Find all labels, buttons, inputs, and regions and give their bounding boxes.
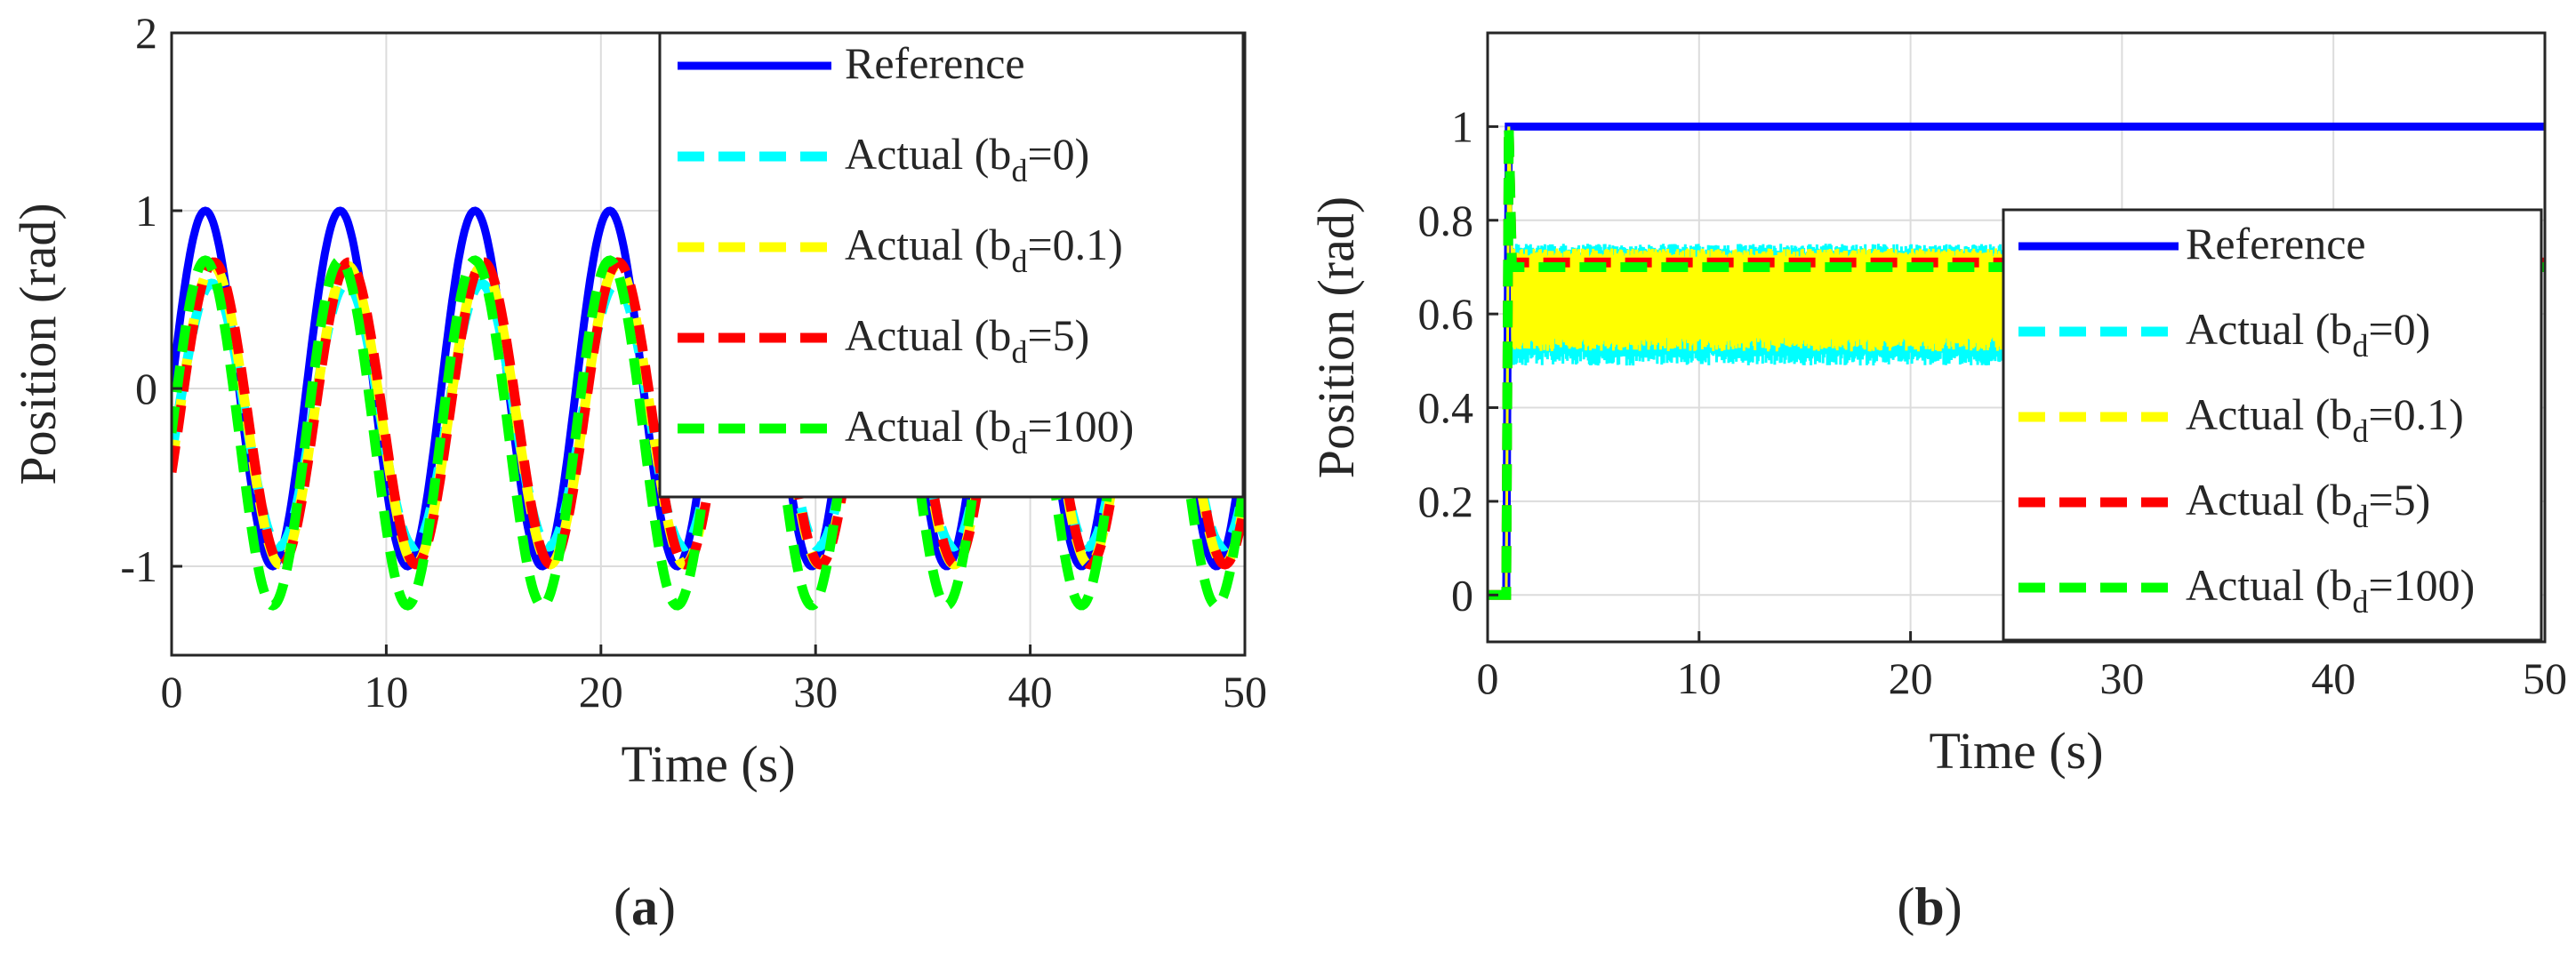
x-tick-label: 40 [1008,667,1053,717]
legend-box [2002,208,2543,642]
x-tick-label: 0 [161,667,183,717]
legend-label-bd01: Actual (bd=0.1) [2186,389,2464,449]
legend-label-ref: Reference [845,38,1025,88]
y-tick-label: 0 [135,364,157,413]
axes-frame [1486,31,2547,644]
y-tick-label: 0 [1451,570,1473,620]
legend-label-bd100: Actual (bd=100) [2186,560,2475,620]
legend-label-bd100: Actual (bd=100) [845,401,1134,460]
y-tick-label: 1 [1451,101,1473,151]
y-axis-label: Position (rad) [1307,196,1365,478]
x-tick-label: 20 [579,667,623,717]
x-tick-label: 10 [364,667,408,717]
y-axis-label: Position (rad) [9,203,67,485]
y-tick-label: 0.4 [1418,383,1474,433]
caption-a: (a) [614,877,676,936]
legend-label-bd0: Actual (bd=0) [2186,304,2430,364]
legend-label-bd0: Actual (bd=0) [845,129,1089,188]
legend: Reference Actual (bd=0) Actual (bd=0.1) Act… [658,31,1245,499]
y-tick-label: 0.6 [1418,289,1474,339]
x-axis-label: Time (s) [1929,722,2103,780]
legend-box [658,31,1245,499]
legend-label-bd01: Actual (bd=0.1) [845,220,1123,279]
x-tick-label: 0 [1477,653,1499,703]
series-line-bd100 [1488,126,2545,600]
chart-panel-b: 0 10 20 30 40 50 0 0.2 0.4 0.6 0.8 1 Time (s) Positio… [1307,31,2567,780]
caption-b: (b) [1897,877,1962,936]
y-tick-label: 1 [135,186,157,236]
legend-label-bd5: Actual (bd=5) [2186,475,2430,534]
y-tick-label: 0.8 [1418,196,1474,245]
series-group [1488,122,2545,600]
x-axis-label: Time (s) [621,735,795,793]
x-tick-label: 40 [2311,653,2355,703]
legend-label-ref: Reference [2186,219,2366,268]
x-tick-label: 30 [2099,653,2144,703]
y-tick-label: -1 [120,541,157,591]
x-tick-label: 50 [2523,653,2567,703]
x-tick-label: 20 [1889,653,1933,703]
series-band-bd01 [1488,126,2008,597]
y-tick-label: 2 [135,8,157,58]
y-tick-label: 0.2 [1418,476,1474,526]
x-tick-label: 10 [1677,653,1721,703]
x-tick-label: 50 [1223,667,1267,717]
chart-panel-a: 0 10 20 30 40 50 -1 0 1 2 Time (s) Position (rad) Re… [9,8,1267,793]
legend: Reference Actual (bd=0) Actual (bd=0.1) Act… [2002,208,2543,642]
legend-label-bd5: Actual (bd=5) [845,310,1089,370]
x-tick-label: 30 [793,667,838,717]
